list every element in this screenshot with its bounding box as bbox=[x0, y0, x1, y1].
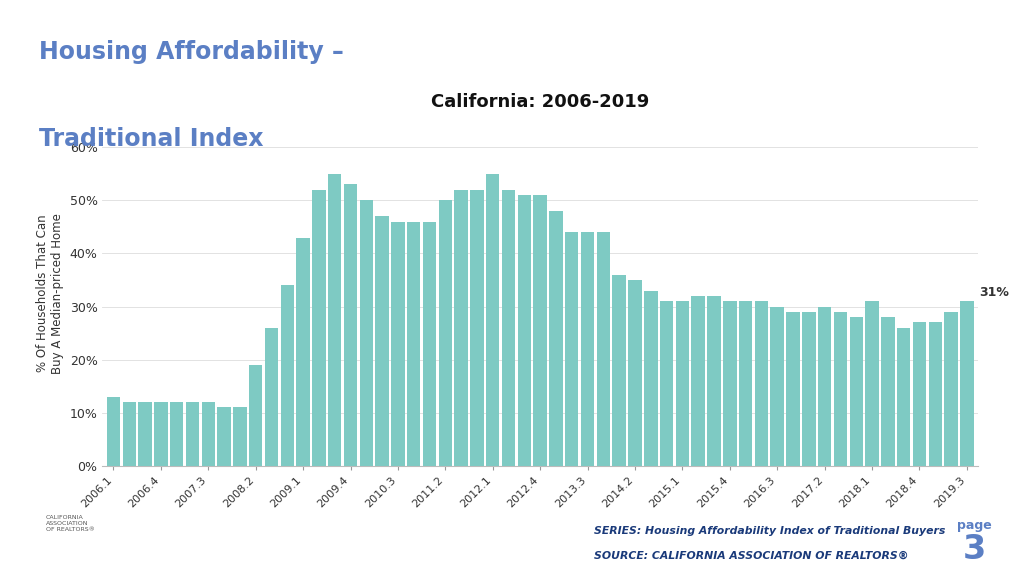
Bar bbox=[786, 312, 800, 466]
Text: SERIES: Housing Affordability Index of Traditional Buyers: SERIES: Housing Affordability Index of T… bbox=[594, 526, 945, 536]
Bar bbox=[391, 221, 404, 466]
Bar bbox=[802, 312, 815, 466]
Text: page: page bbox=[957, 519, 992, 532]
Bar bbox=[202, 402, 215, 466]
Bar bbox=[929, 323, 942, 466]
Bar bbox=[961, 301, 974, 466]
Bar bbox=[502, 190, 515, 466]
Bar bbox=[755, 301, 768, 466]
Bar bbox=[944, 312, 957, 466]
Bar bbox=[281, 285, 294, 466]
Bar bbox=[359, 200, 373, 466]
Bar bbox=[581, 232, 594, 466]
Bar bbox=[897, 328, 910, 466]
Bar bbox=[376, 216, 389, 466]
Bar bbox=[629, 280, 642, 466]
Bar bbox=[691, 296, 705, 466]
Bar bbox=[612, 275, 626, 466]
Bar bbox=[597, 232, 610, 466]
Bar bbox=[265, 328, 279, 466]
Bar bbox=[549, 211, 562, 466]
Bar bbox=[185, 402, 200, 466]
Text: 31%: 31% bbox=[980, 286, 1010, 298]
Bar bbox=[518, 195, 531, 466]
Bar bbox=[123, 402, 136, 466]
Text: CALIFORNIA
ASSOCIATION
OF REALTORS®: CALIFORNIA ASSOCIATION OF REALTORS® bbox=[46, 515, 95, 532]
Bar bbox=[818, 306, 831, 466]
Text: Traditional Index: Traditional Index bbox=[39, 126, 263, 151]
Bar bbox=[644, 290, 657, 466]
Bar bbox=[770, 306, 784, 466]
Bar bbox=[470, 190, 483, 466]
Bar bbox=[328, 174, 341, 466]
Bar bbox=[455, 190, 468, 466]
Bar bbox=[723, 301, 736, 466]
Bar bbox=[486, 174, 500, 466]
Bar bbox=[850, 317, 863, 466]
Bar bbox=[155, 402, 168, 466]
Bar bbox=[534, 195, 547, 466]
Bar bbox=[423, 221, 436, 466]
Bar bbox=[881, 317, 895, 466]
Bar bbox=[296, 237, 310, 466]
Bar bbox=[739, 301, 753, 466]
Bar bbox=[676, 301, 689, 466]
Bar bbox=[407, 221, 421, 466]
Bar bbox=[249, 365, 262, 466]
Bar bbox=[565, 232, 579, 466]
Bar bbox=[233, 407, 247, 466]
Bar bbox=[912, 323, 926, 466]
Text: 3: 3 bbox=[964, 534, 986, 566]
Bar bbox=[834, 312, 847, 466]
Bar bbox=[170, 402, 183, 466]
Bar bbox=[312, 190, 326, 466]
Y-axis label: % Of Households That Can
Buy A Median-priced Home: % Of Households That Can Buy A Median-pr… bbox=[36, 213, 63, 374]
Bar bbox=[708, 296, 721, 466]
Bar bbox=[217, 407, 230, 466]
Bar bbox=[344, 185, 357, 466]
Bar bbox=[106, 397, 120, 466]
Bar bbox=[138, 402, 152, 466]
Text: Housing Affordability –: Housing Affordability – bbox=[39, 40, 344, 64]
Title: California: 2006-2019: California: 2006-2019 bbox=[431, 93, 649, 111]
Bar bbox=[865, 301, 879, 466]
Bar bbox=[659, 301, 674, 466]
Text: SOURCE: CALIFORNIA ASSOCIATION OF REALTORS®: SOURCE: CALIFORNIA ASSOCIATION OF REALTO… bbox=[594, 551, 908, 561]
Bar bbox=[438, 200, 452, 466]
